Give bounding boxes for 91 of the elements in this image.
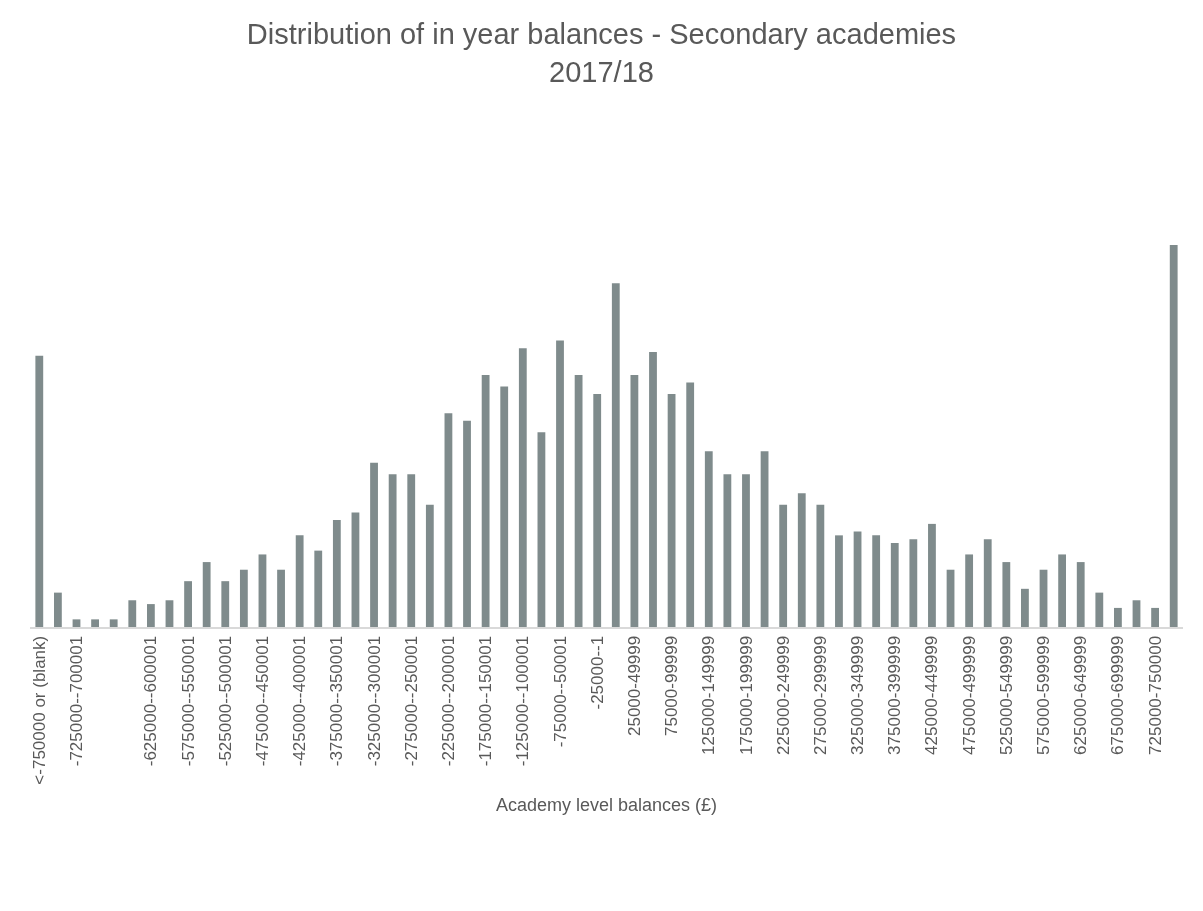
x-tick-label: 425000-449999	[922, 635, 942, 755]
x-tick-label: -625000--600001	[141, 635, 161, 767]
bar	[742, 474, 750, 627]
x-tick-label: 125000-149999	[699, 635, 719, 755]
bar	[463, 420, 471, 627]
bar	[835, 535, 843, 627]
bar	[332, 520, 341, 627]
bar	[314, 550, 323, 627]
bar	[1132, 600, 1141, 627]
bar	[202, 562, 211, 627]
bar	[481, 374, 490, 627]
x-tick-label: 375000-399999	[885, 635, 905, 755]
bar	[53, 592, 62, 627]
bar	[779, 504, 788, 627]
bar	[500, 386, 509, 627]
bar	[221, 581, 230, 627]
x-tick-label: <-750000 or (blank)	[29, 635, 49, 785]
bar	[593, 394, 602, 627]
bar	[574, 374, 583, 627]
x-tick-label: -75000--50001	[550, 635, 570, 748]
x-tick-label: 175000-199999	[736, 635, 756, 755]
x-tick-label: 675000-699999	[1108, 635, 1128, 755]
chart-title: Distribution of in year balances - Secondary academies 2017/18	[246, 17, 957, 88]
bar	[295, 535, 304, 627]
bar	[518, 348, 527, 627]
x-tick-label: -325000--300001	[364, 635, 384, 767]
bar	[146, 604, 155, 627]
bar	[649, 352, 657, 627]
bar	[128, 600, 137, 627]
bar	[258, 554, 267, 627]
bar	[1114, 607, 1122, 627]
bar	[72, 619, 81, 627]
bar	[556, 340, 564, 627]
bar	[872, 535, 881, 627]
bar	[239, 569, 248, 627]
bar	[1095, 592, 1104, 627]
bar	[797, 493, 806, 627]
bar	[816, 504, 825, 627]
x-tick-label: 225000-249999	[773, 635, 793, 755]
bar	[277, 569, 285, 627]
bar	[611, 283, 620, 627]
bar	[91, 619, 99, 627]
bar	[723, 474, 732, 627]
x-tick-label: 475000-499999	[959, 635, 979, 755]
bar	[667, 394, 676, 627]
bar	[983, 539, 992, 627]
x-tick-label: -125000--100001	[513, 635, 533, 767]
x-axis-title: Academy level balances (£)	[495, 795, 718, 816]
bar	[704, 451, 713, 627]
bar	[425, 504, 434, 627]
x-tick-label: 275000-299999	[810, 635, 830, 755]
bar	[909, 539, 918, 627]
x-tick-label: 575000-599999	[1034, 635, 1054, 755]
x-tick-label: 25000-49999	[624, 635, 644, 737]
x-tick-label: -575000--550001	[178, 635, 198, 767]
bar	[444, 413, 453, 627]
bar	[109, 619, 118, 627]
bar	[1021, 588, 1029, 627]
bar	[370, 462, 378, 627]
bar	[1002, 562, 1011, 627]
bar	[388, 474, 397, 627]
bar	[686, 382, 695, 627]
x-tick-label: -525000--500001	[215, 635, 235, 767]
x-tick-label: -425000--400001	[290, 635, 310, 767]
bar	[35, 355, 44, 627]
bar	[1058, 554, 1067, 627]
bar	[407, 474, 416, 627]
x-tick-label: 725000-750000	[1145, 635, 1165, 755]
x-tick-label: -475000--450001	[252, 635, 272, 767]
x-tick-label: -375000--350001	[327, 635, 347, 767]
x-tick-label: 325000-349999	[848, 635, 868, 755]
x-tick-label: -225000--200001	[438, 635, 458, 767]
bar	[965, 554, 974, 627]
bar	[184, 581, 192, 627]
x-tick-label: 525000-549999	[996, 635, 1016, 755]
x-tick-label: -175000--150001	[476, 635, 496, 767]
bar	[630, 374, 639, 627]
bar	[890, 542, 899, 627]
bar	[351, 512, 360, 627]
x-tick-label: 625000-649999	[1071, 635, 1091, 755]
bar	[165, 600, 174, 627]
x-tick-label: 75000-99999	[662, 635, 682, 737]
bar	[1151, 607, 1160, 627]
x-tick-label: -725000--700001	[67, 635, 87, 767]
x-tick-label: -275000--250001	[401, 635, 421, 767]
x-tick-label: -25000--1	[587, 635, 607, 710]
bar	[1076, 562, 1085, 627]
bar	[760, 451, 769, 627]
bar	[928, 523, 936, 627]
bar	[1169, 245, 1178, 627]
bar	[537, 432, 546, 627]
